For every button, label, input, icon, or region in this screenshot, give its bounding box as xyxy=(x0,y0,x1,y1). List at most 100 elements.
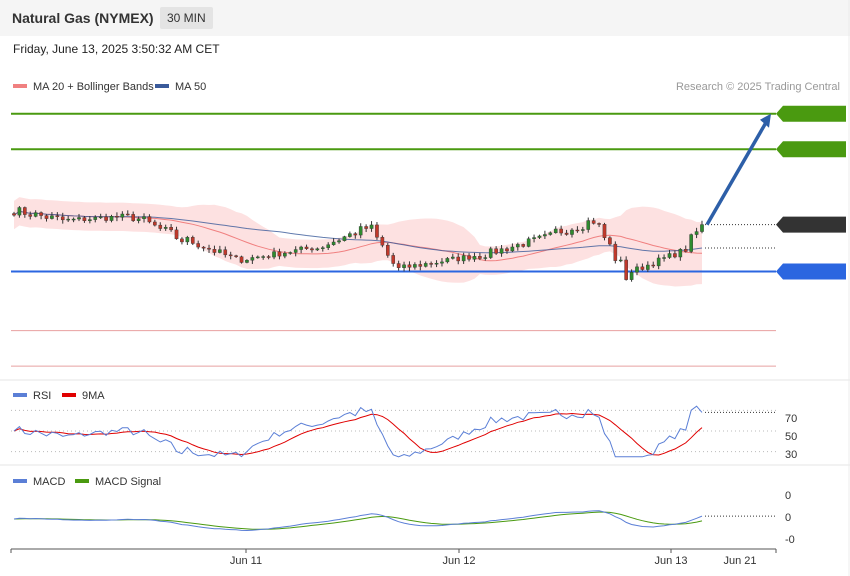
candle-body xyxy=(331,241,336,245)
candle-body xyxy=(174,229,179,240)
candle-body xyxy=(358,226,363,236)
candle-body xyxy=(461,255,466,262)
ma50-line xyxy=(13,210,703,254)
candle-body xyxy=(618,259,623,262)
candle-body xyxy=(158,224,163,229)
candle-body xyxy=(380,237,385,246)
candle-body xyxy=(337,240,341,243)
candle-body xyxy=(283,253,287,257)
legend-swatch-rsi-ma xyxy=(62,393,76,397)
candle-body xyxy=(12,213,16,216)
legend-swatch-macd xyxy=(13,479,27,483)
candle-body xyxy=(673,253,677,258)
candle-body xyxy=(499,248,504,254)
price-legend: MA 20 + Bollinger Bands MA 50 xyxy=(13,81,206,93)
candle-body xyxy=(646,264,650,270)
ma20-line xyxy=(13,210,703,262)
candle-body xyxy=(640,266,645,270)
candle-body xyxy=(369,224,374,229)
candle-body xyxy=(662,257,666,259)
candle-body xyxy=(591,220,596,224)
legend-swatch-ma20 xyxy=(13,84,27,88)
candle-body xyxy=(50,215,54,219)
x-tick-label: Jun 21 xyxy=(723,555,756,567)
candle-body xyxy=(375,224,379,238)
candle-body xyxy=(402,264,406,268)
candle-body xyxy=(532,237,536,239)
candle-body xyxy=(434,262,439,265)
candle-body xyxy=(115,216,119,218)
resistance-level-tag xyxy=(776,141,846,158)
legend-label-macd-signal: MACD Signal xyxy=(95,476,161,488)
candle-body xyxy=(44,215,49,219)
candle-body xyxy=(239,256,244,263)
candle-body xyxy=(559,228,563,234)
candle-body xyxy=(521,244,526,247)
candle-body xyxy=(39,212,43,216)
candle-body xyxy=(364,226,368,229)
candle-body xyxy=(581,229,585,231)
candle-body xyxy=(440,261,444,264)
candle-body xyxy=(635,266,639,273)
candle-body xyxy=(483,257,488,259)
candle-body xyxy=(385,245,390,256)
candle-body xyxy=(104,216,108,221)
candle-body xyxy=(77,217,81,220)
candle-body xyxy=(207,247,211,250)
candle-body xyxy=(310,248,314,251)
candle-body xyxy=(429,263,433,265)
candle-body xyxy=(190,237,195,244)
candle-body xyxy=(223,249,228,256)
candle-body xyxy=(266,256,271,258)
rsi-tick-label: 70 xyxy=(785,413,797,425)
pivot-level-tag xyxy=(776,263,846,280)
candle-body xyxy=(17,207,22,216)
x-axis: Jun 11 Jun 12 Jun 13 Jun 21 xyxy=(10,548,777,567)
candle-body xyxy=(82,217,87,222)
macd-tick-label: -0 xyxy=(785,534,795,546)
candle-body xyxy=(88,219,92,222)
candle-body xyxy=(667,253,672,258)
candle-body xyxy=(125,213,130,216)
candle-body xyxy=(147,216,152,223)
candle-body xyxy=(678,249,683,258)
macd-signal-line xyxy=(13,511,703,530)
candle-body xyxy=(120,213,125,218)
candle-body xyxy=(494,248,498,254)
candle-body xyxy=(467,255,471,260)
candle-body xyxy=(98,216,103,219)
price-panel xyxy=(11,105,846,367)
legend-label-rsi-ma: 9MA xyxy=(82,390,105,402)
candle-body xyxy=(277,251,282,257)
x-tick-label: Jun 12 xyxy=(442,555,475,567)
legend-swatch-rsi xyxy=(13,393,27,397)
candle-body xyxy=(451,256,455,259)
candle-body xyxy=(218,249,222,253)
macd-tick-label: 0 xyxy=(785,490,791,502)
candle-body xyxy=(304,246,309,249)
candle-body xyxy=(109,216,114,221)
candle-body xyxy=(28,214,33,217)
interval-selector[interactable]: 30 MIN xyxy=(160,7,213,29)
candle-body xyxy=(700,224,704,232)
candle-body xyxy=(299,246,303,250)
macd-legend: MACD MACD Signal xyxy=(13,476,161,488)
candle-body xyxy=(478,256,482,259)
candle-body xyxy=(689,234,693,252)
candle-body xyxy=(196,243,200,248)
candle-body xyxy=(602,224,607,238)
legend-swatch-ma50 xyxy=(155,84,169,88)
candle-body xyxy=(272,251,276,258)
legend-label-macd: MACD xyxy=(33,476,65,488)
candle-body xyxy=(505,248,509,252)
candle-body xyxy=(212,249,217,253)
forecast-arrow-head xyxy=(760,113,771,128)
candle-body xyxy=(255,256,260,259)
forecast-arrow-shaft xyxy=(705,119,769,226)
last-level-tag xyxy=(776,216,846,233)
rsi-line xyxy=(13,405,703,458)
instrument-title: Natural Gas (NYMEX) xyxy=(12,10,154,26)
candle-body xyxy=(315,248,320,251)
candle-body xyxy=(548,232,553,235)
candle-body xyxy=(261,256,265,258)
